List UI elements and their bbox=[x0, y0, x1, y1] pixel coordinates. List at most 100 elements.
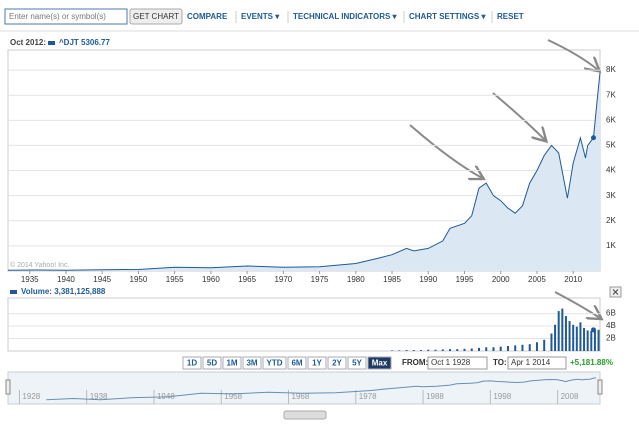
y-tick-label: 8K bbox=[606, 65, 616, 74]
volume-bar bbox=[550, 333, 553, 351]
volume-bar bbox=[506, 346, 509, 351]
navigator-label: 2008 bbox=[561, 392, 579, 401]
arrow bbox=[409, 124, 482, 178]
arrow bbox=[547, 39, 598, 70]
volume-bar bbox=[499, 346, 502, 351]
volume-bar bbox=[514, 345, 517, 351]
navigator-frame bbox=[7, 371, 601, 405]
legend-swatch bbox=[10, 290, 17, 294]
y-tick-label: 4B bbox=[606, 321, 616, 330]
range-button[interactable] bbox=[182, 356, 202, 370]
x-tick-label: 2005 bbox=[528, 275, 546, 284]
volume-bar bbox=[427, 349, 430, 351]
volume-bar bbox=[554, 324, 557, 351]
x-tick-label: 1945 bbox=[93, 275, 111, 284]
volume-bar bbox=[590, 331, 593, 351]
range-button[interactable] bbox=[262, 356, 287, 370]
search-placeholder: Enter name(s) or symbol(s) bbox=[9, 12, 106, 21]
y-tick-label: 6K bbox=[606, 115, 616, 124]
navigator-line bbox=[46, 377, 597, 401]
range-label: 1Y bbox=[312, 359, 322, 368]
range-button[interactable] bbox=[202, 356, 222, 370]
volume-bar bbox=[492, 347, 495, 351]
navigator-handle[interactable] bbox=[5, 379, 11, 395]
x-tick-label: 2010 bbox=[564, 275, 582, 284]
x-tick-label: 1990 bbox=[419, 275, 437, 284]
volume-bar bbox=[521, 344, 524, 351]
volume-bar bbox=[412, 350, 415, 351]
volume-bar bbox=[568, 321, 571, 351]
area-fill bbox=[8, 72, 600, 271]
toolbar-item[interactable]: COMPARE bbox=[187, 12, 228, 21]
y-tick-label: 6B bbox=[606, 309, 616, 318]
y-tick-label: 7K bbox=[606, 90, 616, 99]
to-label: TO: bbox=[493, 358, 507, 367]
range-button[interactable] bbox=[347, 356, 367, 370]
volume-bar bbox=[579, 322, 582, 351]
toolbar-item[interactable]: CHART SETTINGS ▾ bbox=[409, 12, 486, 21]
toolbar-item[interactable]: EVENTS ▾ bbox=[241, 12, 280, 21]
from-input[interactable] bbox=[427, 356, 488, 370]
navigator-label: 1998 bbox=[493, 392, 511, 401]
volume-bar bbox=[449, 349, 452, 351]
navigator-label: 1978 bbox=[359, 392, 377, 401]
volume-bar bbox=[572, 324, 575, 351]
volume-bar bbox=[463, 348, 466, 351]
range-button[interactable] bbox=[287, 356, 307, 370]
x-tick-label: 1970 bbox=[274, 275, 292, 284]
volume-bar bbox=[434, 349, 437, 351]
from-label: FROM: bbox=[402, 358, 428, 367]
y-tick-label: 3K bbox=[606, 191, 616, 200]
annotation-arrows bbox=[409, 39, 600, 318]
volume-bar bbox=[561, 308, 564, 351]
scroll-handle[interactable] bbox=[283, 410, 327, 420]
y-tick-label: 2K bbox=[606, 216, 616, 225]
y-tick-label: 2B bbox=[606, 334, 616, 343]
range-button[interactable] bbox=[327, 356, 347, 370]
toolbar-item[interactable]: TECHNICAL INDICATORS ▾ bbox=[293, 12, 398, 21]
range-button[interactable] bbox=[367, 356, 392, 370]
volume-bar bbox=[477, 347, 480, 351]
close-icon bbox=[612, 289, 619, 295]
x-tick-label: 1980 bbox=[347, 275, 365, 284]
change-value: +5,181.88% bbox=[570, 358, 613, 367]
navigator-label: 1938 bbox=[90, 392, 108, 401]
x-tick-label: 1935 bbox=[21, 275, 39, 284]
volume-bar bbox=[543, 339, 546, 351]
arrow bbox=[554, 291, 600, 318]
volume-bar bbox=[597, 329, 600, 351]
navigator-handle[interactable] bbox=[597, 379, 603, 395]
range-button[interactable] bbox=[222, 356, 242, 370]
range-label: 5Y bbox=[352, 359, 362, 368]
price-line bbox=[7, 72, 601, 271]
search-box[interactable] bbox=[4, 8, 128, 25]
volume-bar bbox=[398, 350, 401, 351]
x-tick-label: 1950 bbox=[130, 275, 148, 284]
toolbar-item[interactable]: RESET bbox=[497, 12, 524, 21]
volume-bar bbox=[564, 316, 567, 351]
range-button[interactable] bbox=[307, 356, 327, 370]
volume-bar bbox=[456, 349, 459, 351]
y-tick-label: 5K bbox=[606, 141, 616, 150]
get-chart-button[interactable] bbox=[129, 8, 183, 25]
volume-bar bbox=[593, 329, 596, 351]
x-tick-label: 1940 bbox=[57, 275, 75, 284]
x-tick-label: 1965 bbox=[238, 275, 256, 284]
range-label: 3M bbox=[246, 359, 257, 368]
range-label: 1M bbox=[226, 359, 237, 368]
range-button[interactable] bbox=[242, 356, 262, 370]
x-tick-label: 1975 bbox=[311, 275, 329, 284]
range-label: 5D bbox=[207, 359, 217, 368]
to-input[interactable] bbox=[507, 356, 567, 370]
arrow bbox=[492, 92, 545, 140]
volume-title: Volume: 3,381,125,888 bbox=[21, 287, 106, 296]
x-tick-label: 1955 bbox=[166, 275, 184, 284]
x-tick-label: 2000 bbox=[492, 275, 510, 284]
range-label: 6M bbox=[291, 359, 302, 368]
navigator-label: 1988 bbox=[426, 392, 444, 401]
volume-bar bbox=[391, 350, 394, 351]
volume-bar bbox=[535, 342, 538, 351]
legend-label: ^DJT 5306.77 bbox=[59, 38, 110, 47]
range-label: 2Y bbox=[332, 359, 342, 368]
